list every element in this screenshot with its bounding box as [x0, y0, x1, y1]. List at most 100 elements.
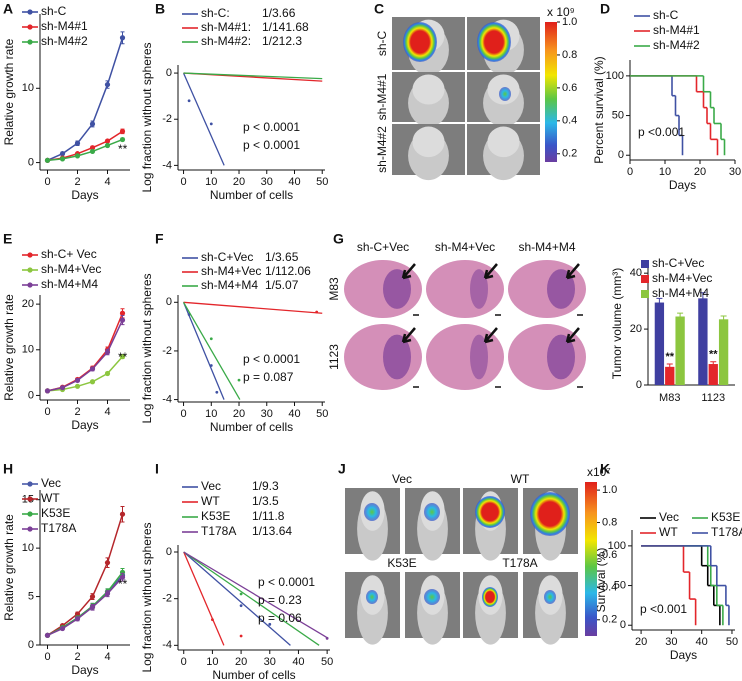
- point: [268, 622, 272, 626]
- point: [239, 592, 243, 596]
- legend-label: sh-M4#1: [653, 23, 700, 37]
- series-line: [183, 551, 328, 639]
- signal: [403, 22, 437, 62]
- legend-marker: [27, 511, 33, 517]
- arrow: [565, 327, 580, 344]
- legend-marker: [27, 282, 33, 288]
- legend-label: sh-M4+Vec: [41, 262, 101, 276]
- legend-label: WT: [41, 491, 60, 505]
- x-tick-label: M83: [659, 392, 680, 404]
- legend-label: T178A: [41, 521, 76, 535]
- tumor: [547, 269, 575, 309]
- point: [315, 310, 319, 314]
- x-tick-label: 40: [696, 636, 708, 648]
- tumor: [547, 334, 575, 380]
- y-axis-label: Tumor volume (mm³): [610, 268, 624, 380]
- point: [209, 364, 213, 367]
- y-tick-label: 50: [612, 109, 624, 121]
- y-tick-label: 0: [28, 389, 34, 401]
- x-tick-label: 20: [694, 166, 706, 178]
- y-tick-label: 10: [22, 542, 34, 554]
- marker: [104, 138, 111, 144]
- x-tick-label: 30: [264, 656, 276, 668]
- x-tick-label: 0: [180, 408, 186, 420]
- y-axis-label: Relative growth rate: [2, 294, 16, 401]
- series-line: [182, 301, 241, 400]
- marker: [119, 310, 126, 316]
- bar: [665, 366, 675, 385]
- legend-frequency: 1/5.07: [265, 278, 299, 292]
- colorbar-tick-label: 1.0: [602, 484, 617, 496]
- y-axis-label: Log fraction without spheres: [140, 273, 154, 423]
- marker: [89, 593, 96, 600]
- legend-label: T178A: [711, 525, 742, 539]
- legend-label: sh-M4#2: [41, 34, 88, 48]
- x-tick-label: 0: [44, 406, 50, 418]
- y-tick-label: 20: [22, 298, 34, 310]
- panel-letter: B: [155, 1, 165, 17]
- colorbar-label: x10⁷: [587, 465, 611, 479]
- y-tick-label: 0: [636, 379, 642, 391]
- marker: [74, 377, 81, 383]
- y-axis-label: Relative growth rate: [2, 514, 16, 621]
- signal: [424, 589, 440, 605]
- point: [187, 99, 191, 103]
- x-tick-label: 10: [205, 408, 217, 420]
- point: [211, 618, 214, 622]
- marker: [119, 574, 126, 580]
- arrow: [401, 263, 416, 280]
- column-label: sh-M4+M4: [518, 240, 575, 254]
- legend-label: Vec: [41, 476, 61, 490]
- series-line: [183, 551, 225, 646]
- cell-label: WT: [511, 472, 530, 486]
- x-tick-label: 40: [288, 408, 300, 420]
- colorbar-tick-label: 0.6: [602, 549, 617, 561]
- legend-label: sh-C+ Vec: [41, 247, 97, 261]
- panel-letter: F: [155, 231, 164, 247]
- legend-label: T178A: [201, 524, 236, 538]
- x-tick-label: 0: [180, 176, 186, 188]
- annotation: **: [118, 350, 128, 364]
- signal: [477, 22, 511, 62]
- legend-frequency: 1/3.65: [265, 250, 299, 264]
- row-label: sh-C: [375, 31, 389, 57]
- point: [209, 122, 213, 126]
- point: [215, 390, 219, 394]
- x-axis-label: Days: [669, 178, 696, 192]
- x-tick-label: 2: [74, 406, 80, 418]
- x-tick-label: 20: [233, 408, 245, 420]
- marker: [104, 81, 111, 88]
- y-axis-label: Log fraction without spheres: [140, 522, 154, 672]
- marker: [104, 370, 111, 377]
- arrow: [401, 327, 416, 344]
- marker: [74, 153, 81, 159]
- tumor: [383, 334, 411, 380]
- error-bar: [666, 363, 673, 370]
- panel-letter: H: [3, 461, 13, 477]
- cell-label: Vec: [392, 472, 412, 486]
- x-tick-label: 10: [659, 166, 671, 178]
- y-tick-label: -2: [162, 345, 172, 357]
- legend-label: WT: [201, 494, 220, 508]
- series-line: [183, 301, 323, 314]
- y-tick-label: -4: [162, 159, 172, 171]
- colorbar-tick-label: 0.2: [602, 614, 617, 626]
- legend-label: sh-M4#1: [41, 19, 88, 33]
- legend-label: sh-C:: [201, 6, 230, 20]
- signal: [499, 87, 511, 101]
- x-axis-label: Days: [71, 418, 98, 432]
- legend-label: K53E: [41, 506, 70, 520]
- annotation: p <0.001: [640, 602, 687, 616]
- bar: [698, 298, 708, 385]
- x-tick-label: 40: [292, 656, 304, 668]
- bar: [708, 364, 718, 385]
- mouse-head: [487, 126, 520, 158]
- x-tick-label: 20: [233, 176, 245, 188]
- legend-label: sh-C+Vec: [201, 250, 253, 264]
- legend-frequency: 1/13.64: [252, 524, 292, 538]
- legend-marker: [27, 526, 33, 532]
- colorbar-tick-label: 0.4: [602, 581, 617, 593]
- marker: [119, 317, 126, 323]
- arrow: [565, 263, 580, 280]
- legend-marker: [27, 496, 33, 502]
